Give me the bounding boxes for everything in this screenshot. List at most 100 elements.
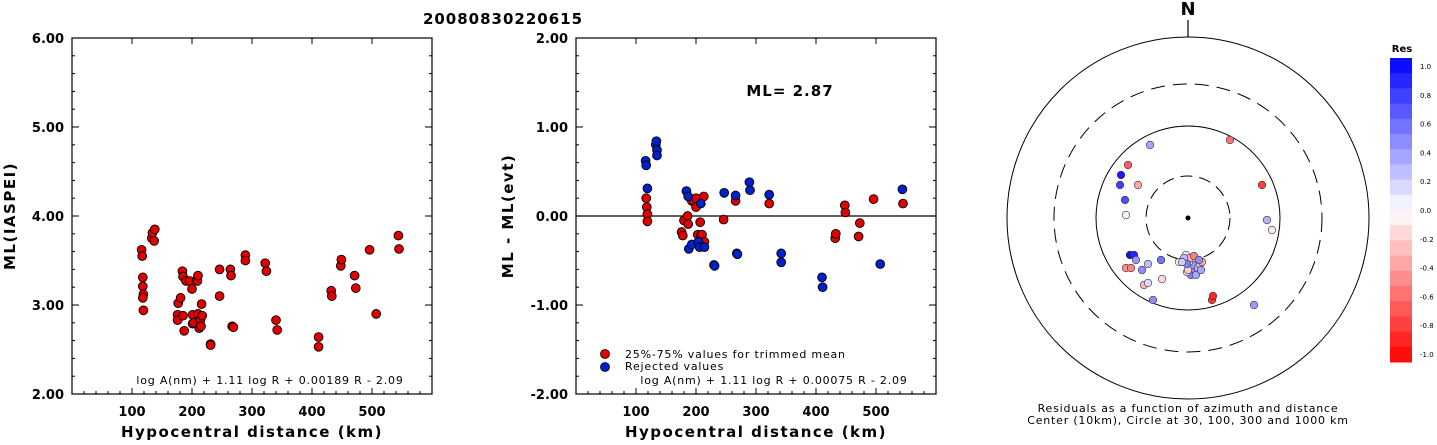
station-point <box>214 264 225 275</box>
kept-point <box>853 231 864 242</box>
colorbar-cell <box>1390 225 1412 241</box>
plot-frame <box>71 37 433 395</box>
colorbar-tick-label: -1.0 <box>1420 351 1434 359</box>
x-tick-label: 100 <box>118 405 145 420</box>
station-point <box>326 291 337 301</box>
station-point <box>205 340 216 350</box>
station-point <box>137 293 148 303</box>
kept-point <box>641 193 652 204</box>
north-label: N <box>1180 0 1195 20</box>
caption-line-2: Center (10km), Circle at 30, 100, 300 an… <box>1027 414 1349 427</box>
kept-point <box>642 216 653 227</box>
rejected-point <box>776 257 787 268</box>
station-residual-point <box>1208 291 1218 301</box>
station-residual-point <box>1131 255 1141 265</box>
station-residual-point <box>1156 255 1166 265</box>
y-tick-label: 0.00 <box>536 210 568 225</box>
colorbar-tick-label: 1.0 <box>1420 63 1431 71</box>
x-tick-label: 200 <box>682 405 709 420</box>
station-residual-point <box>1121 210 1131 220</box>
y-tick-label: 2.00 <box>536 32 568 47</box>
x-tick-label: 500 <box>862 405 889 420</box>
colorbar-cell <box>1390 118 1412 135</box>
station-point <box>196 321 206 332</box>
station-residual-point <box>1262 215 1272 225</box>
kept-point <box>898 198 908 209</box>
rejected-point <box>652 150 662 161</box>
colorbar-cell <box>1390 270 1412 287</box>
y-tick-label: 6.00 <box>32 32 64 47</box>
station-residual-point <box>1143 259 1153 269</box>
colorbar-cell <box>1390 240 1412 257</box>
colorbar-cell <box>1390 58 1412 74</box>
y-axis-label: ML(IASPEI) <box>1 162 19 270</box>
kept-point <box>830 228 841 239</box>
station-residual-point <box>1115 180 1125 190</box>
kept-point <box>695 217 706 228</box>
station-residual-point <box>1143 278 1153 288</box>
station-point <box>137 251 148 261</box>
station-residual-point <box>1225 135 1235 145</box>
rejected-point <box>744 177 755 188</box>
station-point <box>272 325 283 335</box>
colorbar-cell <box>1390 194 1412 211</box>
station-point <box>364 244 375 255</box>
x-tick-label: 300 <box>742 405 769 420</box>
station-residual-point <box>1123 160 1133 170</box>
colorbar-tick-label: -0.2 <box>1420 236 1434 244</box>
kept-point <box>683 219 694 229</box>
station-residual-point <box>1137 265 1147 275</box>
rejected-point <box>817 272 827 283</box>
rejected-point <box>875 259 886 269</box>
colorbar-cell <box>1390 286 1412 302</box>
kept-point <box>677 230 688 241</box>
station-residual-point <box>1249 300 1259 310</box>
station-point <box>336 254 347 265</box>
station-point <box>228 322 239 333</box>
station-point <box>350 283 361 293</box>
station-residual-point <box>1196 265 1206 275</box>
epicenter-dot <box>1185 215 1191 221</box>
station-residual-point <box>1116 170 1126 180</box>
colorbar-cell <box>1390 316 1412 333</box>
station-residual-point <box>1267 225 1277 235</box>
y-tick-label: 4.00 <box>32 210 64 225</box>
rejected-point <box>719 188 730 198</box>
x-tick-label: 400 <box>802 405 829 420</box>
colorbar-cell <box>1390 134 1412 150</box>
station-residual-point <box>1257 180 1267 190</box>
station-point <box>261 266 272 277</box>
rejected-point <box>642 183 653 194</box>
station-point <box>371 309 382 319</box>
y-tick-label: 1.00 <box>536 121 568 136</box>
circle-300km <box>1053 83 1323 353</box>
colorbar-cell <box>1390 346 1412 363</box>
station-point <box>197 310 208 321</box>
rejected-point <box>709 260 720 271</box>
y-tick-label: -2.00 <box>531 388 568 403</box>
rejected-point <box>699 242 710 253</box>
station-point <box>149 224 160 235</box>
station-point <box>271 315 281 325</box>
station-point <box>178 310 188 321</box>
rejected-point <box>764 189 775 200</box>
rejected-point <box>732 249 743 260</box>
x-tick-label: 300 <box>238 405 265 420</box>
colorbar-cell <box>1390 149 1412 165</box>
colorbar-cell <box>1390 331 1412 348</box>
y-tick-label: 2.00 <box>32 388 64 403</box>
station-point <box>196 299 207 309</box>
rejected-point <box>776 248 787 259</box>
y-tick-label: 3.00 <box>32 299 64 314</box>
colorbar-tick-label: 0.4 <box>1420 149 1432 157</box>
x-axis-label: Hypocentral distance (km) <box>625 423 887 441</box>
legend-rejected-label: Rejected values <box>625 360 724 373</box>
station-residual-point <box>1177 257 1187 267</box>
colorbar-cell <box>1390 103 1412 120</box>
colorbar-tick-label: 0.6 <box>1420 121 1432 129</box>
colorbar-cell <box>1390 210 1412 226</box>
x-axis-label: Hypocentral distance (km) <box>121 423 383 441</box>
station-point <box>137 272 148 283</box>
